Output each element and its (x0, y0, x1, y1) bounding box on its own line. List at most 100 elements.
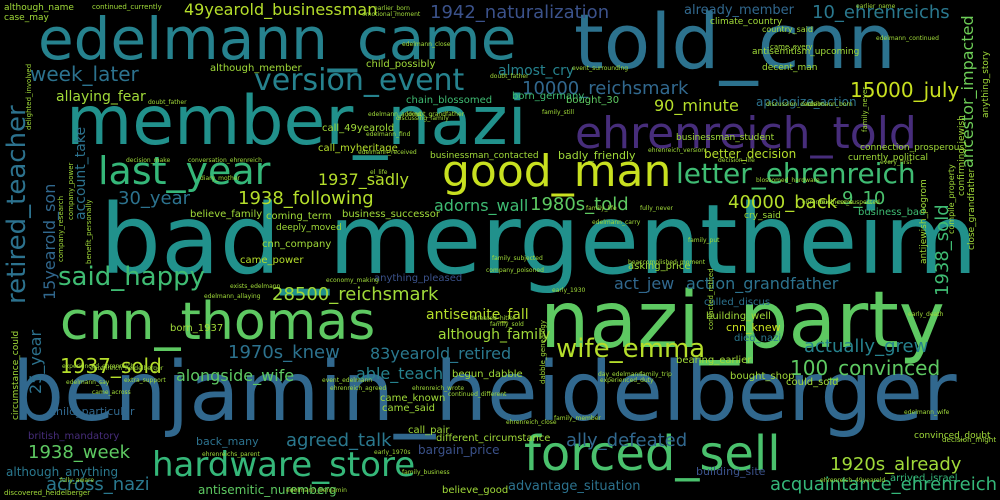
word: convinced_doubt (914, 431, 991, 441)
word: ehrenreich_told (575, 108, 917, 159)
word: 28500_reichsmark (272, 284, 439, 305)
word: 1980s_told (530, 194, 629, 215)
word: doubt_father (490, 73, 529, 80)
word: week_later (30, 62, 139, 86)
word: call_49yearold (322, 123, 395, 134)
word: anything_pleased (374, 273, 463, 284)
word: 15yearold_son (40, 183, 59, 300)
word: family_sold (490, 321, 524, 328)
word: coming_term (266, 211, 332, 222)
word: 1970s_knew (228, 342, 340, 363)
word: 10000_reichsmark (522, 78, 689, 99)
word: alongside_wife (176, 366, 295, 385)
word: currently_political (848, 153, 929, 163)
word: conversation_ehrenreich (188, 157, 262, 164)
word: came_said (382, 403, 435, 414)
word: badly_friendly (558, 149, 636, 162)
word: circumstance_could (11, 330, 21, 420)
word: 15000_july (850, 78, 960, 102)
word: connection_prosperous (860, 143, 965, 153)
word: continued_currently (92, 3, 162, 11)
word: better_decision (704, 147, 797, 161)
word: came_every (770, 43, 813, 51)
word: antijewish_pogrom (919, 179, 929, 264)
word: came_known (380, 393, 446, 404)
word: early_death (908, 311, 944, 318)
word: acquaintance_ehrenreich (770, 474, 998, 495)
word: cnn_company (262, 239, 332, 250)
word: apologize_action (756, 95, 857, 109)
word: born_1937 (170, 323, 224, 334)
word: action_grandfather (686, 274, 839, 293)
word: emotional_moment (362, 11, 421, 18)
word: decision_make (126, 157, 171, 164)
word: doubt_father (148, 99, 187, 106)
word: edelmann_wife (904, 409, 950, 416)
word: experienced_ehrenreich (62, 363, 135, 370)
word: member_nazi (66, 82, 527, 161)
word: ally_defeated (566, 430, 688, 451)
word: believe_family (190, 209, 263, 220)
word: family_trip (640, 371, 672, 378)
word: decision_might (942, 435, 997, 444)
word: call_myheritage (318, 143, 398, 154)
word: antisemitic_nuremberg (198, 483, 337, 497)
word: decision_life (718, 157, 755, 164)
word: defeated_hitler (470, 315, 516, 322)
word: child_particular (50, 405, 135, 418)
word: edelmann_close (402, 41, 451, 48)
word: chain_blossomed (406, 95, 493, 106)
word: said_happy (58, 262, 206, 292)
word: 9_10 (842, 188, 886, 209)
word: 10_ehrenreichs (812, 2, 950, 23)
word: ehrenreich_version (648, 147, 706, 154)
word: company_power (67, 162, 75, 220)
word: businessman_student (676, 133, 775, 143)
word: edelmann_came (38, 5, 517, 73)
word: ehrenreich_wrote (412, 385, 465, 392)
word: earlier_name (856, 3, 896, 10)
word: believe_good (442, 485, 509, 496)
word: building_well (706, 311, 771, 322)
word: child_possibly (366, 59, 436, 70)
word: 1920s_already (830, 454, 962, 475)
word: agreed_talk (286, 430, 392, 451)
word: begun_dabble (452, 369, 523, 380)
word: born_germany (512, 91, 585, 102)
word: actually_grew (804, 336, 929, 357)
word: good_man (442, 146, 672, 197)
word: continued_different (448, 391, 507, 398)
word: although_name (4, 3, 74, 13)
word: came_power (240, 255, 304, 266)
word: able_teach (356, 364, 444, 383)
word: cnn_knew (726, 321, 781, 334)
word: 83yearold_retired (370, 344, 512, 363)
word: family_put (688, 237, 720, 244)
word: bought_shop (730, 371, 795, 382)
word: call_pair (408, 425, 450, 436)
word: company_poisoned (486, 267, 544, 274)
word: british_mandatory (28, 431, 120, 442)
word: hardware_store (152, 445, 416, 485)
word: doubt_grandfather (408, 111, 465, 118)
word: contacted_retired (707, 268, 715, 330)
word: wife_emma (556, 334, 706, 364)
word: business_bad (858, 207, 926, 218)
word: retired_teacher (2, 105, 32, 304)
word: act_jew (614, 274, 675, 293)
word: businessman_contacted (430, 151, 539, 161)
word: deeply_moved (276, 223, 342, 233)
word: advantage_situation (508, 479, 641, 494)
word: could_sold (786, 377, 839, 388)
word: fully_aware (60, 477, 95, 484)
word: asking_price (628, 261, 691, 272)
word: edelmann_received (358, 149, 417, 156)
word: adorns_wall (434, 196, 529, 215)
word: 30_year (118, 188, 191, 209)
word: compile_property (947, 164, 956, 234)
word: edelmann_carry (592, 219, 641, 226)
word: event_surrounding (572, 65, 629, 72)
word: discussion_decision (766, 101, 825, 108)
word: exists_edelmann (230, 283, 281, 290)
word: early_1930 (552, 287, 586, 294)
